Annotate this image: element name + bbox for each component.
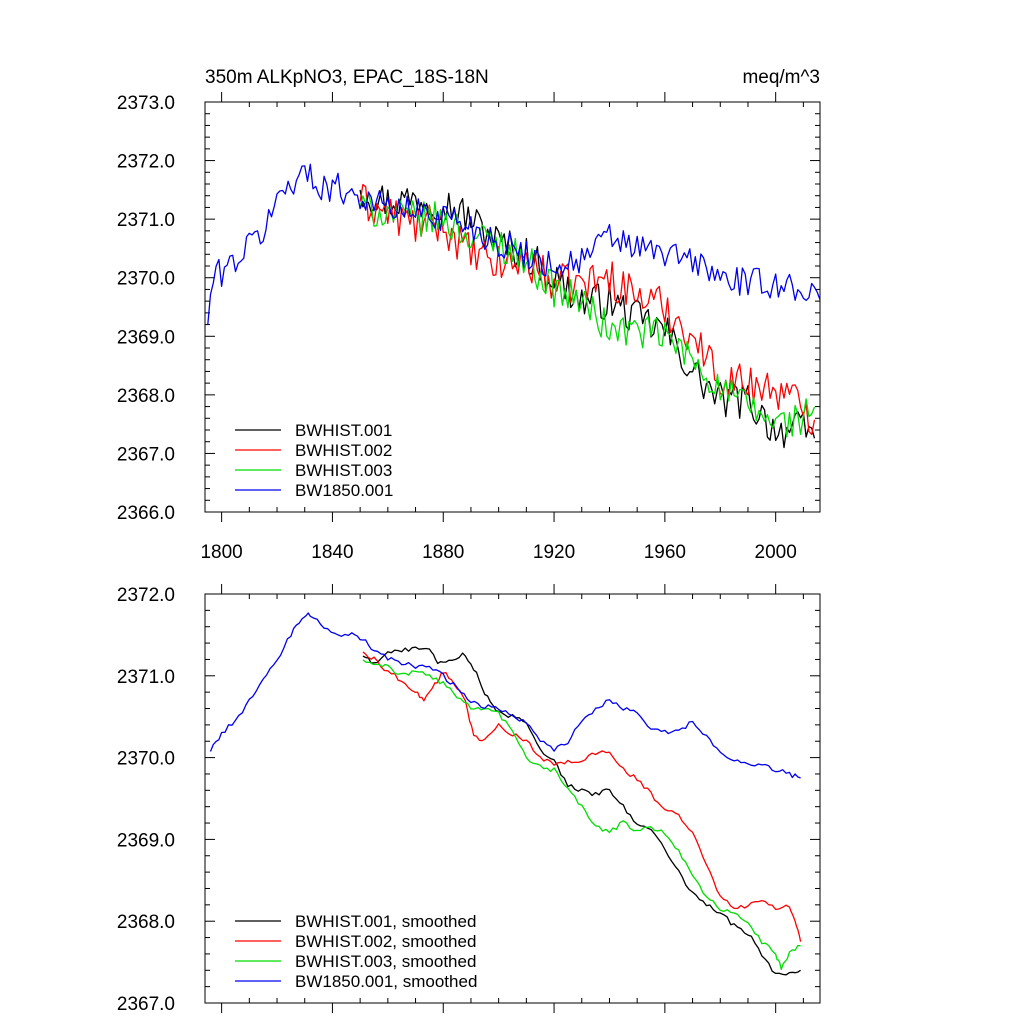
y-tick-label: 2370.0 [117, 749, 175, 770]
x-tick-label: 1800 [200, 542, 242, 563]
chart-units: meq/m^3 [742, 67, 820, 88]
series-line [207, 163, 820, 325]
plot-frame [204, 593, 821, 1004]
chart-title: 350m ALKpNO3, EPAC_18S-18N [205, 67, 489, 88]
y-tick-label: 2372.0 [117, 152, 175, 173]
legend-label: BWHIST.001 [295, 421, 392, 440]
x-tick-label: 1960 [644, 542, 686, 563]
series-line [359, 192, 816, 438]
y-tick-label: 2367.0 [117, 994, 175, 1015]
y-tick-label: 2370.0 [117, 269, 175, 290]
series-line [359, 183, 816, 436]
series-line [209, 612, 801, 779]
y-tick-label: 2367.0 [117, 444, 175, 465]
y-tick-label: 2371.0 [117, 210, 175, 231]
y-tick-label: 2369.0 [117, 327, 175, 348]
legend-label: BW1850.001 [295, 481, 393, 500]
x-tick-label: 1880 [422, 542, 464, 563]
plot-frame [204, 101, 821, 513]
x-tick-label: 1920 [533, 542, 575, 563]
series-line [362, 646, 801, 976]
x-tick-label: 2000 [755, 542, 797, 563]
legend-label: BWHIST.002 [295, 441, 392, 460]
series-line [362, 651, 802, 942]
legend-label: BWHIST.003, smoothed [295, 952, 476, 971]
legend-label: BWHIST.001, smoothed [295, 912, 476, 931]
y-tick-label: 2368.0 [117, 912, 175, 933]
y-tick-label: 2372.0 [117, 585, 175, 606]
y-tick-label: 2373.0 [117, 93, 175, 114]
x-tick-label: 1840 [311, 542, 353, 563]
series-line [362, 659, 801, 971]
top-panel: 2366.0 2367.0 2368.0 2369.0 2370.0 2371.0 2372… [117, 92, 821, 563]
y-tick-label: 2371.0 [117, 667, 175, 688]
y-tick-label: 2366.0 [117, 503, 175, 524]
legend-label: BWHIST.003 [295, 461, 392, 480]
y-tick-label: 2368.0 [117, 386, 175, 407]
legend-label: BW1850.001, smoothed [295, 972, 477, 991]
legend-label: BWHIST.002, smoothed [295, 932, 476, 951]
bottom-panel: 2367.0 2368.0 2369.0 2370.0 2371.0 2372.0 BWHI… [117, 584, 821, 1015]
y-tick-label: 2369.0 [117, 830, 175, 851]
